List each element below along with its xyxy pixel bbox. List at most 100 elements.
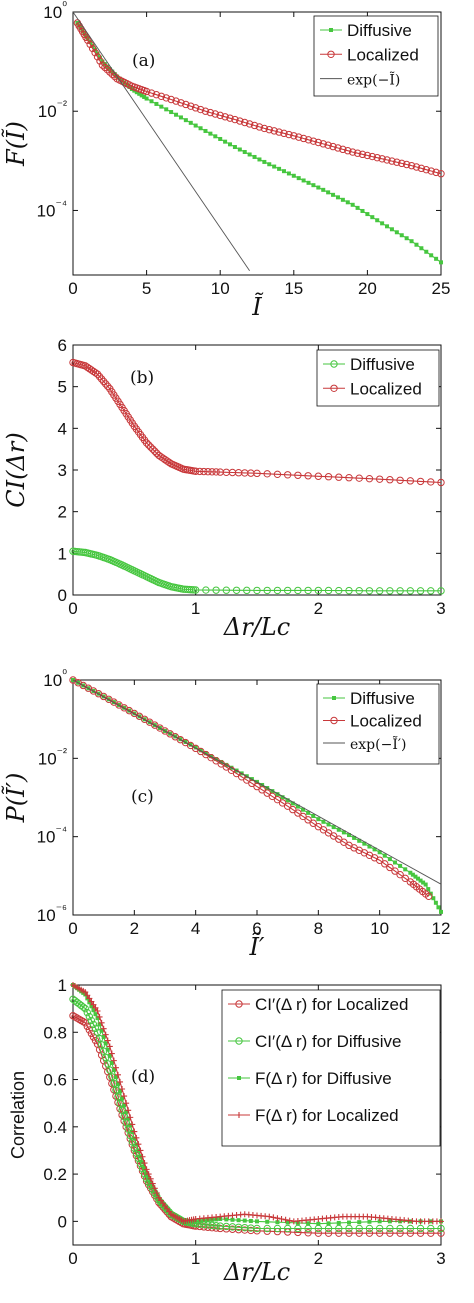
data-point — [248, 779, 256, 788]
data-point — [258, 786, 266, 794]
data-point — [341, 830, 346, 835]
data-point — [263, 789, 271, 797]
data-point — [91, 1008, 96, 1013]
data-point — [132, 1136, 137, 1141]
data-point — [421, 880, 426, 885]
data-point — [91, 369, 100, 377]
series-d-3 — [70, 982, 444, 1225]
data-point — [147, 89, 156, 97]
data-point — [231, 115, 239, 124]
data-point — [331, 825, 336, 830]
data-point — [260, 124, 269, 133]
data-point — [253, 782, 261, 791]
data-point — [375, 1229, 384, 1237]
data-point — [375, 1224, 384, 1233]
y-tick-label: 0.4 — [43, 1118, 67, 1137]
data-point — [263, 470, 271, 478]
data-point — [110, 1057, 117, 1064]
data-point — [432, 168, 440, 177]
data-point — [236, 1218, 241, 1223]
data-point — [427, 167, 435, 175]
data-point — [95, 372, 104, 381]
data-point — [280, 129, 288, 138]
data-point — [294, 471, 302, 479]
legend: Diffusive Localized exp(−Ĩ′) — [316, 683, 440, 765]
data-point — [403, 867, 408, 872]
data-point — [182, 100, 190, 109]
data-point — [321, 819, 326, 824]
data-point — [427, 1224, 435, 1233]
y-tick-label: 10⁻² — [38, 745, 67, 768]
data-point — [193, 745, 198, 750]
data-point — [316, 817, 321, 822]
data-point — [386, 1224, 394, 1233]
legend-box — [316, 683, 440, 765]
data-point — [228, 142, 233, 147]
data-point — [283, 802, 292, 810]
data-point — [104, 382, 112, 391]
data-point — [316, 1221, 321, 1226]
data-point — [425, 892, 433, 901]
data-point — [82, 989, 89, 996]
data-point — [165, 458, 173, 467]
data-point — [248, 1218, 253, 1223]
data-point — [268, 792, 277, 801]
x-tick-label: 15 — [284, 279, 303, 298]
data-point — [396, 476, 404, 484]
data-point — [152, 90, 161, 99]
data-point — [178, 115, 183, 120]
data-point — [360, 208, 365, 213]
data-point — [151, 1185, 158, 1192]
legend-swatch-marker — [235, 1000, 243, 1008]
x-tick-label: 3 — [436, 599, 445, 618]
data-point — [105, 1047, 110, 1052]
data-point — [90, 1001, 97, 1008]
data-point — [172, 97, 180, 105]
data-point — [334, 144, 342, 152]
y-tick-label: 10⁻⁶ — [37, 902, 67, 925]
series-a-2 — [72, 11, 250, 271]
data-point — [375, 218, 380, 223]
legend-label: exp(−Ĩ) — [347, 71, 400, 89]
data-point — [204, 467, 212, 476]
data-point — [396, 1224, 404, 1233]
data-point — [263, 586, 271, 595]
data-point — [377, 850, 382, 855]
data-point — [416, 1229, 425, 1237]
data-point — [294, 1228, 302, 1237]
data-point — [355, 1224, 363, 1233]
data-point — [394, 230, 399, 235]
legend-swatch-marker — [327, 50, 335, 58]
x-axis-label: Δr/Lc — [223, 613, 290, 641]
legend: Diffusive Localized exp(−Ĩ) — [313, 15, 439, 97]
y-tick-label: 10⁻² — [38, 98, 67, 121]
data-point — [294, 809, 302, 817]
data-point — [257, 157, 262, 162]
data-point — [208, 1221, 216, 1230]
data-point — [201, 107, 210, 115]
data-point — [417, 164, 426, 173]
data-point — [350, 202, 355, 207]
y-tick-label: 10⁰ — [43, 0, 67, 22]
legend-swatch-marker — [330, 716, 338, 725]
data-point — [321, 187, 326, 192]
y-axis-label: P(Ĩ′) — [1, 773, 30, 824]
data-point — [113, 1075, 118, 1080]
data-point — [283, 471, 292, 479]
data-point — [406, 1224, 415, 1233]
data-point — [427, 478, 435, 486]
data-point — [365, 1224, 374, 1233]
data-point — [174, 112, 179, 117]
data-point — [84, 992, 91, 999]
data-point — [278, 799, 287, 807]
data-point — [147, 1175, 154, 1182]
data-point — [427, 1229, 435, 1237]
legend-swatch-marker — [329, 28, 333, 32]
legend-label: CI′(Δ r) for Diffusive — [255, 1032, 401, 1051]
data-point — [324, 586, 333, 595]
data-point — [306, 810, 311, 815]
data-point — [243, 586, 251, 595]
data-point — [275, 1220, 280, 1225]
data-point — [406, 1229, 415, 1237]
data-point — [372, 847, 377, 852]
